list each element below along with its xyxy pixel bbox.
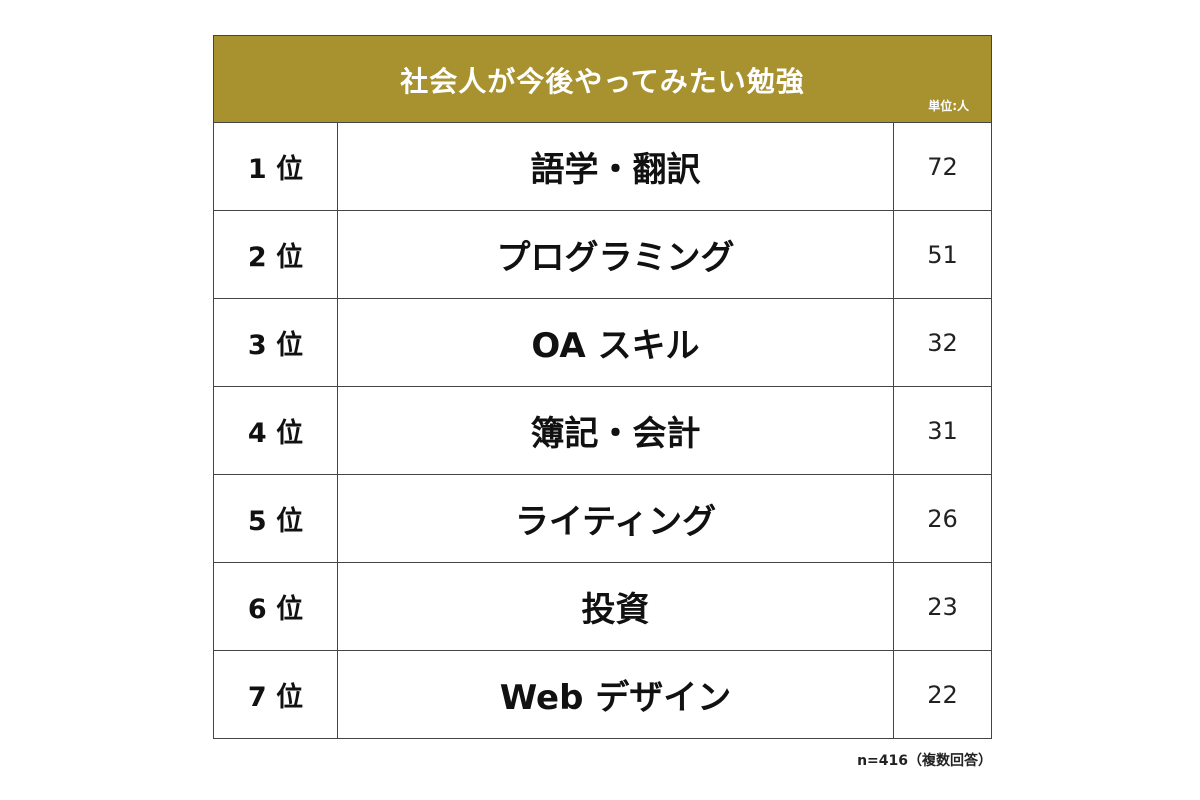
- ranking-table: 社会人が今後やってみたい勉強 単位:人 1 位語学・翻訳 72 2 位プログラミング…: [213, 35, 992, 739]
- study-item-cell: 簿記・会計: [338, 387, 894, 474]
- rank-cell: 5 位: [214, 475, 338, 562]
- chart-title: 社会人が今後やってみたい勉強: [400, 65, 805, 98]
- study-item-cell: Web デザイン: [338, 651, 894, 738]
- study-item-cell: 投資: [338, 563, 894, 650]
- rank-cell: 1 位: [214, 123, 338, 210]
- table-header: 社会人が今後やってみたい勉強 単位:人: [213, 35, 992, 123]
- rank-cell: 7 位: [214, 651, 338, 738]
- table-row: 3 位 OA スキル 32: [214, 298, 991, 386]
- sample-size-note: n=416（複数回答）: [857, 753, 992, 769]
- count-cell: 22: [927, 680, 958, 709]
- count-cell: 72: [927, 152, 958, 181]
- study-item-cell: プログラミング: [338, 211, 894, 298]
- count-cell: 51: [927, 240, 958, 269]
- study-item-cell: OA スキル: [338, 299, 894, 386]
- count-cell: 26: [927, 504, 958, 533]
- table-row: 4 位簿記・会計 31: [214, 386, 991, 474]
- count-cell: 23: [927, 592, 958, 621]
- study-item-cell: 語学・翻訳: [338, 123, 894, 210]
- table-row: 7 位 Web デザイン 22: [214, 650, 991, 738]
- rank-cell: 4 位: [214, 387, 338, 474]
- table-row: 2 位プログラミング 51: [214, 210, 991, 298]
- count-cell: 32: [927, 328, 958, 357]
- table-row: 5 位ライティング 26: [214, 474, 991, 562]
- rank-cell: 3 位: [214, 299, 338, 386]
- rank-cell: 6 位: [214, 563, 338, 650]
- table-row: 6 位投資 23: [214, 562, 991, 650]
- rank-cell: 2 位: [214, 211, 338, 298]
- table-row: 1 位語学・翻訳 72: [214, 123, 991, 210]
- unit-label: 単位:人: [928, 99, 969, 113]
- study-item-cell: ライティング: [338, 475, 894, 562]
- table-body: 1 位語学・翻訳 72 2 位プログラミング 51 3 位 OA スキル 32 4 位簿記・会…: [213, 123, 992, 739]
- count-cell: 31: [927, 416, 958, 445]
